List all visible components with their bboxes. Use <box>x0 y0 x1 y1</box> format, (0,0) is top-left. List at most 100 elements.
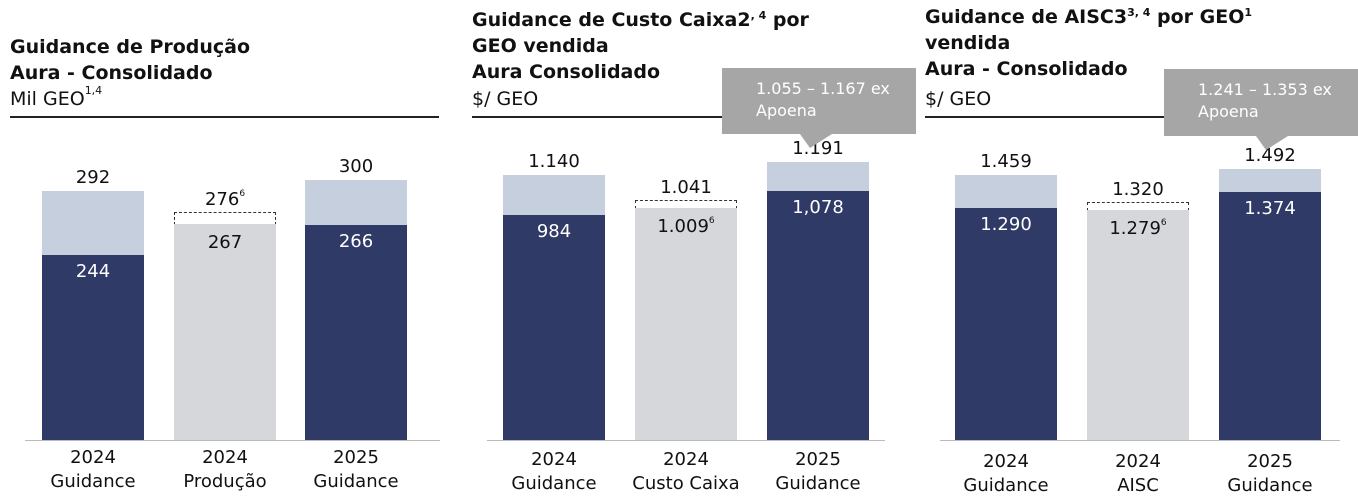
bar-inner-label: 1.0096 <box>616 216 756 237</box>
title-footnote: , 4 <box>750 9 767 22</box>
value-text: 1.374 <box>1244 197 1296 219</box>
bar-range-segment <box>42 190 144 255</box>
bar-inner-label: 266 <box>286 231 426 252</box>
bar-top-label: 1.140 <box>484 151 624 172</box>
value-text: 1.459 <box>980 150 1032 172</box>
chart2-title: Guidance de Custo Caixa2, 4 por GEO vend… <box>472 7 809 85</box>
category-line: Guidance <box>313 471 399 492</box>
category-line: 2024 <box>983 451 1029 472</box>
value-text: 1.279 <box>1109 218 1161 240</box>
value-text: 1,078 <box>792 196 844 218</box>
category-line: 2025 <box>333 447 379 468</box>
callout-pointer <box>1256 136 1288 150</box>
unit-text: Mil GEO <box>10 88 85 110</box>
chart3-unit: $/ GEO <box>925 88 992 110</box>
bar-top-label: 1.041 <box>616 177 756 198</box>
bar-base-segment <box>503 214 605 440</box>
bar-top-label: 1.320 <box>1068 179 1208 200</box>
category-line: 2024 <box>202 447 248 468</box>
callout-line: Apoena <box>756 101 817 120</box>
chart1-baseline <box>25 440 440 441</box>
callout-line: Apoena <box>1198 102 1259 121</box>
category-line: Produção <box>183 471 267 492</box>
category-line: Guidance <box>1227 475 1313 496</box>
category-line: 2024 <box>531 449 577 470</box>
bar-range-segment <box>305 180 407 226</box>
category-label: 2025 Guidance <box>276 446 436 494</box>
category-line: Guidance <box>963 475 1049 496</box>
chart3-title-line: vendida <box>925 30 1252 56</box>
title-text: GEO vendida <box>472 35 609 57</box>
bar-base-segment <box>767 190 869 440</box>
bar-base-segment <box>42 254 144 440</box>
category-line: 2024 <box>70 447 116 468</box>
category-label: 2025 Guidance <box>738 448 898 496</box>
category-line: Custo Caixa <box>632 473 740 494</box>
category-label: 2024 AISC <box>1058 450 1218 498</box>
bar-base-segment <box>305 225 407 440</box>
callout-pointer <box>800 134 832 148</box>
title-text: por <box>766 9 809 31</box>
value-text: 1.140 <box>528 150 580 172</box>
chart3-title-line: Aura - Consolidado <box>925 56 1252 82</box>
category-label: 2024 Guidance <box>926 450 1086 498</box>
value-text: 1.009 <box>657 216 709 238</box>
category-line: 2025 <box>1247 451 1293 472</box>
bar-inner-label: 267 <box>155 232 295 253</box>
value-text: 292 <box>75 166 111 188</box>
chart3-title-line: Guidance de AISC33, 4 por GEO1 <box>925 4 1252 30</box>
title-text: Guidance de AISC3 <box>925 6 1128 28</box>
chart3-baseline <box>940 440 1340 441</box>
bar-range-segment <box>767 161 869 191</box>
value-text: 1.320 <box>1112 179 1164 201</box>
bar-top-label: 1.459 <box>936 151 1076 172</box>
bar-top-label: 2766 <box>155 189 295 210</box>
bar-range-segment <box>1219 168 1321 192</box>
callout-line: 1.241 – 1.353 ex <box>1198 80 1332 99</box>
chart2-divider <box>472 116 732 118</box>
value-text: 267 <box>207 232 243 253</box>
bar-actual <box>635 208 737 440</box>
title-text: Guidance de Custo Caixa2 <box>472 9 751 31</box>
footnote: 6 <box>1160 218 1167 229</box>
value-text: 276 <box>204 189 240 210</box>
category-line: Guidance <box>50 471 136 492</box>
bar-inner-label: 244 <box>23 261 163 282</box>
callout-ex-apoena: 1.055 – 1.167 ex Apoena <box>722 68 916 148</box>
chart1-title: Guidance de Produção Aura - Consolidado <box>10 34 250 86</box>
footnote: 6 <box>708 216 715 227</box>
category-line: 2024 <box>663 449 709 470</box>
bar-inner-label: 1.2796 <box>1068 218 1208 239</box>
chart1-title-line: Guidance de Produção <box>10 36 251 58</box>
category-line: Guidance <box>775 473 861 494</box>
chart2-title-line: GEO vendida <box>472 33 809 59</box>
bar-inner-label: 1.374 <box>1200 198 1340 219</box>
callout-line: 1.055 – 1.167 ex <box>756 79 890 98</box>
chart2-title-line: Guidance de Custo Caixa2, 4 por <box>472 7 809 33</box>
title-text: Aura - Consolidado <box>925 58 1128 80</box>
bar-actual <box>1087 210 1189 440</box>
bar-top-label: 292 <box>23 167 163 188</box>
bar-base-segment <box>1219 191 1321 440</box>
title-text: vendida <box>925 32 1011 54</box>
title-text: Aura Consolidado <box>472 61 661 83</box>
category-label: 2024 Guidance <box>474 448 634 496</box>
category-line: Guidance <box>511 473 597 494</box>
category-line: 2025 <box>795 449 841 470</box>
footnote: 6 <box>239 189 246 199</box>
value-text: 244 <box>75 260 111 282</box>
bar-actual <box>174 224 276 440</box>
value-text: 300 <box>338 156 374 177</box>
value-text: 266 <box>338 231 374 253</box>
bar-top-label: 300 <box>286 156 426 177</box>
bar-range-segment <box>503 174 605 215</box>
category-line: AISC <box>1117 475 1159 496</box>
category-line: 2024 <box>1115 451 1161 472</box>
chart1-title-line: Aura - Consolidado <box>10 62 213 84</box>
chart2-unit: $/ GEO <box>472 88 539 110</box>
category-label: 2025 Guidance <box>1190 450 1350 498</box>
title-text: por GEO <box>1150 6 1245 28</box>
category-label: 2024 Guidance <box>13 446 173 494</box>
bar-base-segment <box>955 207 1057 440</box>
